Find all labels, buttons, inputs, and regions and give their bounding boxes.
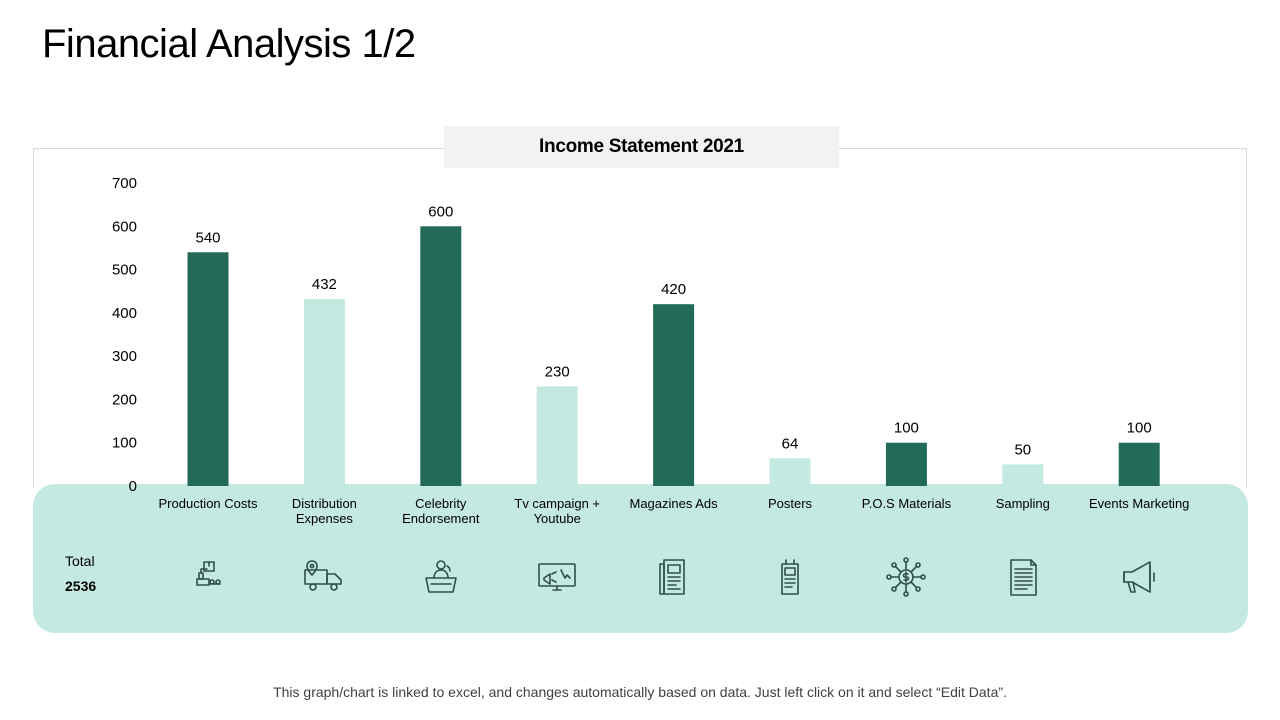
magazine-icon [649,552,699,602]
bar [536,386,578,486]
bar [1118,442,1160,486]
data-label: 432 [312,276,337,293]
bar [420,226,462,487]
x-tick-label: Magazines Ads [630,496,719,511]
total-label: Total [65,553,95,569]
y-tick-label: 600 [112,218,137,235]
bar [1002,464,1044,486]
data-label: 50 [1014,441,1031,458]
x-tick-label: Events Marketing [1089,496,1189,511]
data-label: 100 [894,420,919,437]
x-tick-label: Celebrity [415,496,467,511]
x-tick-label: Sampling [996,496,1050,511]
bar [769,458,811,486]
megaphone-icon [1114,552,1164,602]
poster-icon [765,552,815,602]
data-label: 100 [1127,420,1152,437]
x-tick-label: Distribution [292,496,357,511]
data-label: 230 [545,363,570,380]
x-tick-label: Production Costs [159,496,258,511]
data-label: 420 [661,281,686,298]
x-tick-label: Endorsement [402,511,480,526]
bar [187,252,229,486]
footnote: This graph/chart is linked to excel, and… [273,684,1007,700]
factory-robot-icon [183,552,233,602]
y-tick-label: 400 [112,305,137,322]
x-tick-label: Tv campaign + [514,496,600,511]
x-tick-label: Youtube [534,511,581,526]
document-icon [998,552,1048,602]
bottom-panel [33,484,1248,633]
money-network-icon [881,552,931,602]
x-tick-label: P.O.S Materials [862,496,952,511]
y-tick-label: 700 [112,175,137,192]
x-tick-label: Expenses [296,511,354,526]
y-tick-label: 500 [112,262,137,279]
y-tick-label: 200 [112,391,137,408]
y-tick-label: 100 [112,435,137,452]
data-label: 64 [782,435,799,452]
data-label: 600 [428,203,453,220]
page-title: Financial Analysis 1/2 [42,22,416,66]
data-label: 540 [195,229,220,246]
total-value: 2536 [65,578,97,594]
y-tick-label: 300 [112,348,137,365]
bar [885,442,927,486]
chart-title: Income Statement 2021 [444,126,839,168]
y-tick-label: 0 [129,478,137,495]
bar [653,304,695,486]
delivery-truck-icon [299,552,349,602]
bar [303,299,345,486]
x-tick-label: Posters [768,496,813,511]
speaker-podium-icon [416,552,466,602]
monitor-ad-icon [532,552,582,602]
